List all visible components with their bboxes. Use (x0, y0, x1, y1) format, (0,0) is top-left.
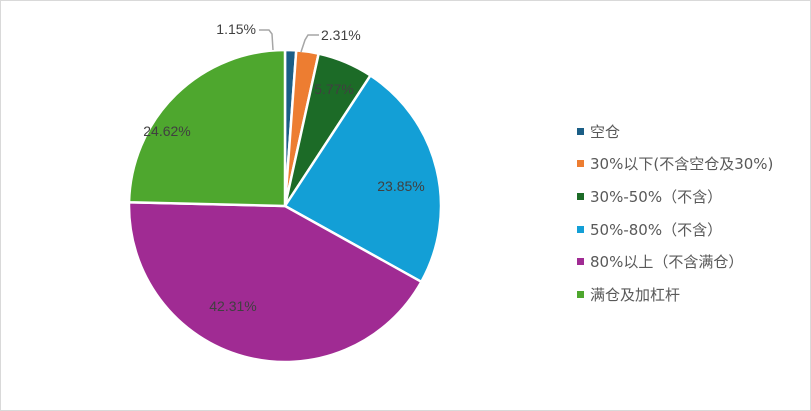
pie-slice (127, 200, 424, 364)
legend-item: 80%以上（不含满仓） (577, 245, 773, 278)
data-label: 42.31% (209, 298, 256, 314)
legend-label: 50%-80%（不含） (590, 220, 723, 239)
legend: 空仓 30%以下(不含空仓及30%) 30%-50%（不含） 50%-80%（不… (577, 115, 773, 311)
leader-line (300, 34, 319, 53)
legend-item: 50%-80%（不含） (577, 213, 773, 246)
leader-line (259, 29, 274, 51)
data-label: 24.62% (143, 123, 190, 139)
legend-item: 空仓 (577, 115, 773, 148)
legend-label: 30%-50%（不含） (590, 187, 723, 206)
data-label: 1.15% (216, 21, 256, 37)
legend-label: 满仓及加杠杆 (590, 285, 681, 304)
legend-label: 空仓 (590, 122, 621, 141)
legend-label: 30%以下(不含空仓及30%) (590, 155, 774, 174)
legend-swatch (577, 160, 584, 168)
legend-swatch (577, 258, 584, 266)
legend-item: 30%-50%（不含） (577, 180, 773, 213)
legend-swatch (577, 192, 584, 200)
legend-item: 30%以下(不含空仓及30%) (577, 148, 773, 181)
data-label: 5.77% (314, 81, 354, 97)
legend-label: 80%以上（不含满仓） (590, 253, 744, 272)
pie-slice (283, 73, 443, 284)
legend-item: 满仓及加杠杆 (577, 278, 773, 311)
legend-swatch (577, 225, 584, 233)
legend-swatch (577, 290, 584, 298)
data-label: 23.85% (377, 178, 424, 194)
pie-slice (127, 48, 287, 208)
legend-swatch (577, 127, 584, 135)
data-label: 2.31% (321, 27, 361, 43)
